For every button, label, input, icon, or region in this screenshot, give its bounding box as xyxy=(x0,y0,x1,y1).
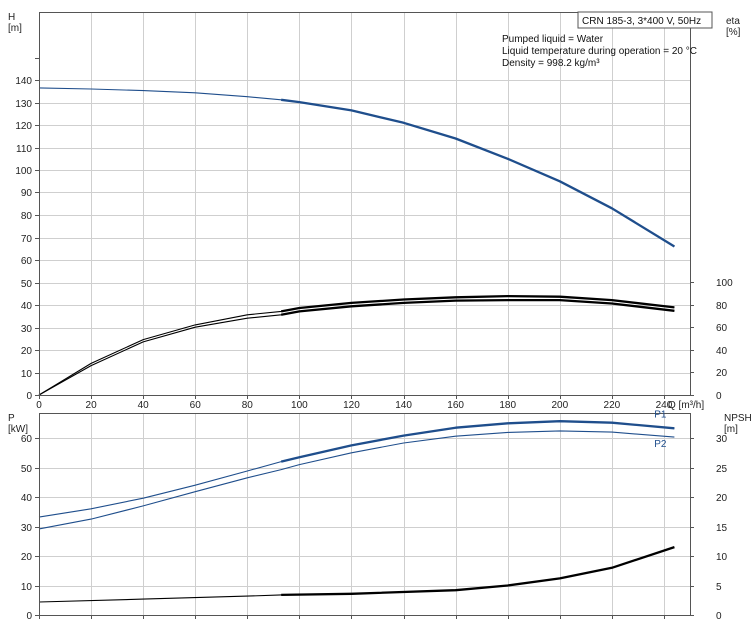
bottom-series-NPSH-duty-range xyxy=(281,546,675,597)
bottom-plot-frame xyxy=(39,413,691,616)
series-layer xyxy=(38,87,675,603)
info-line-temperature: Liquid temperature during operation = 20… xyxy=(502,46,697,57)
x-tick-label: 100 xyxy=(291,400,308,411)
x-tick-label: 160 xyxy=(447,400,464,411)
bottom-left-tick-label: 10 xyxy=(21,582,33,593)
top-left-tick-label: 30 xyxy=(21,324,33,335)
x-tick-label: 200 xyxy=(551,400,568,411)
top-left-tick-label: 0 xyxy=(26,391,32,402)
top-left-tick-label: 130 xyxy=(15,99,32,110)
top-left-tick-label: 70 xyxy=(21,234,33,245)
top-left-axis-title-line: [m] xyxy=(8,23,22,34)
x-tick-label: 140 xyxy=(395,400,412,411)
top-series-H-duty-range xyxy=(281,98,675,248)
bottom-left-tick-label: 30 xyxy=(21,523,33,534)
x-tick-label: 20 xyxy=(86,400,98,411)
top-right-tick-label: 40 xyxy=(716,346,728,357)
info-line-liquid: Pumped liquid = Water xyxy=(502,34,604,45)
pump-model-title: CRN 185-3, 3*400 V, 50Hz xyxy=(582,16,701,27)
top-left-tick-label: 110 xyxy=(16,144,32,155)
top-left-axis-title-line: H xyxy=(8,12,15,23)
bottom-left-tick-label: 0 xyxy=(26,611,32,622)
bottom-left-tick-label: 50 xyxy=(21,464,33,475)
top-left-tick-label: 120 xyxy=(15,121,32,132)
bottom-left-tick-label: 40 xyxy=(21,493,33,504)
x-tick-label: 180 xyxy=(499,400,516,411)
series-label-P2: P2 xyxy=(654,439,667,450)
top-left-tick-label: 100 xyxy=(15,166,32,177)
frame-layer xyxy=(35,12,694,619)
top-right-tick-label: 60 xyxy=(716,323,728,334)
top-right-tick-label: 100 xyxy=(716,278,733,289)
top-left-tick-label: 40 xyxy=(21,301,33,312)
top-series-eta_a-duty-range xyxy=(280,294,675,313)
top-right-tick-label: 0 xyxy=(716,391,722,402)
top-series-eta_b-duty-range xyxy=(280,298,675,316)
bottom-left-axis-title-line: [kW] xyxy=(8,424,28,435)
bottom-right-tick-label: 10 xyxy=(716,552,728,563)
bottom-right-tick-label: 0 xyxy=(716,611,722,622)
top-left-tick-label: 140 xyxy=(15,76,32,87)
bottom-right-tick-label: 30 xyxy=(716,434,728,445)
top-plot-frame xyxy=(39,12,691,396)
bottom-left-tick-label: 20 xyxy=(21,552,33,563)
bottom-right-tick-label: 5 xyxy=(716,582,722,593)
info-box: CRN 185-3, 3*400 V, 50Hz Pumped liquid =… xyxy=(502,11,713,69)
bottom-right-axis-title-line: NPSH xyxy=(724,413,752,424)
bottom-series-P2-line xyxy=(38,430,675,530)
bottom-right-tick-label: 20 xyxy=(716,493,728,504)
bottom-right-axis-title-line: [m] xyxy=(724,424,738,435)
bottom-series-P1-duty-range xyxy=(280,420,675,463)
bottom-series-P1-line xyxy=(38,420,675,518)
top-right-axis-title-line: eta xyxy=(726,16,740,27)
x-tick-label: 120 xyxy=(343,400,360,411)
top-left-tick-label: 10 xyxy=(21,369,33,380)
top-series-eta_b-line xyxy=(38,299,675,396)
top-right-axis-title-line: [%] xyxy=(726,27,741,38)
bottom-right-tick-label: 15 xyxy=(716,523,728,534)
top-left-tick-label: 60 xyxy=(21,256,33,267)
top-right-tick-label: 80 xyxy=(716,301,728,312)
top-right-tick-label: 20 xyxy=(716,368,728,379)
x-tick-label: 240 xyxy=(656,400,673,411)
bottom-left-axis-title-line: P xyxy=(8,413,15,424)
top-left-tick-label: 80 xyxy=(21,211,33,222)
info-line-density: Density = 998.2 kg/m³ xyxy=(502,58,600,69)
label-layer: 0102030405060708090100110120130140020406… xyxy=(8,12,752,622)
grid-layer xyxy=(39,12,690,616)
top-left-tick-label: 50 xyxy=(21,279,33,290)
series-label-P1: P1 xyxy=(654,409,667,420)
top-left-tick-label: 90 xyxy=(21,188,33,199)
x-tick-label: 60 xyxy=(190,400,202,411)
x-tick-label: 0 xyxy=(36,400,42,411)
x-tick-label: 40 xyxy=(138,400,150,411)
x-tick-label: 80 xyxy=(242,400,254,411)
top-left-tick-label: 20 xyxy=(21,346,33,357)
x-tick-label: 220 xyxy=(604,400,621,411)
bottom-right-tick-label: 25 xyxy=(716,464,728,475)
x-axis-title: Q [m³/h] xyxy=(668,400,704,411)
bottom-left-tick-label: 60 xyxy=(21,434,33,445)
